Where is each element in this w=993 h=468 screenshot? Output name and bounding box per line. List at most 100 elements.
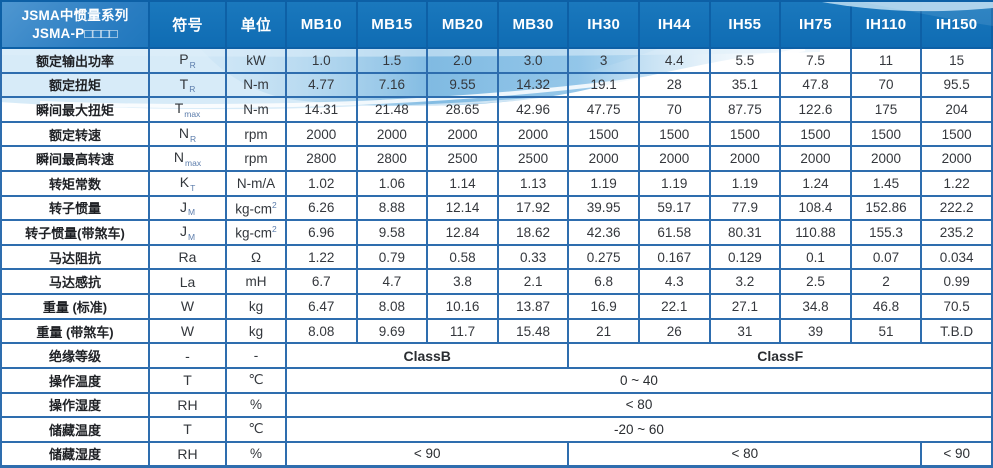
col-header-model-ih55: IH55 xyxy=(708,0,782,49)
table-row: 操作温度 T ℃ 0 ~ 40 xyxy=(0,366,993,394)
value-cell: 21 xyxy=(567,317,640,345)
value-cell: 31 xyxy=(708,317,782,345)
value-cell: 8.08 xyxy=(285,317,358,345)
unit-main: Ω xyxy=(250,249,262,265)
table-row: 储藏温度 T ℃ -20 ~ 60 xyxy=(0,416,993,443)
unit-main: - xyxy=(253,348,259,364)
unit-main: mH xyxy=(245,274,267,290)
value-cell: 51 xyxy=(849,317,923,345)
value-cell: 108.4 xyxy=(779,194,852,222)
symbol-main: - xyxy=(185,347,190,364)
value-cell: 70 xyxy=(849,71,923,99)
symbol-cell: T xyxy=(148,366,227,394)
value-cell: 6.26 xyxy=(285,194,358,222)
symbol-main: RH xyxy=(177,396,198,413)
value-cell: 21.48 xyxy=(355,96,429,123)
row-label: 马达阻抗 xyxy=(0,243,150,271)
symbol-main: P xyxy=(179,50,189,67)
value-cell: 27.1 xyxy=(708,293,782,320)
value-cell: 4.3 xyxy=(637,268,711,296)
row-label: 额定输出功率 xyxy=(0,47,150,74)
value-cell: 14.32 xyxy=(496,71,570,99)
value-cell: 0.07 xyxy=(849,243,923,271)
merged-value-cell: < 90 xyxy=(284,440,570,468)
merged-value-cell: ClassB xyxy=(284,342,570,369)
symbol-main: N xyxy=(173,149,185,166)
symbol-main: T xyxy=(183,421,192,438)
value-cell: 6.47 xyxy=(285,293,358,320)
merged-value-cell: < 80 xyxy=(567,440,923,468)
table-row: 马达阻抗 Ra Ω 1.22 0.79 0.58 0.33 0.275 0.167 0.129 0.… xyxy=(0,243,993,271)
value-cell: 0.1 xyxy=(779,243,852,271)
value-cell: 2.1 xyxy=(496,268,570,296)
row-label: 重量 (标准) xyxy=(0,293,150,320)
symbol-cell: W xyxy=(148,317,227,345)
value-cell: 39 xyxy=(779,317,852,345)
symbol-cell: Tmax xyxy=(148,96,227,123)
value-cell: 80.31 xyxy=(708,219,782,246)
symbol-main: T xyxy=(179,75,189,92)
value-cell: 2800 xyxy=(355,145,429,173)
value-cell: 2000 xyxy=(779,145,852,173)
value-cell: 47.75 xyxy=(567,96,640,123)
value-cell: 235.2 xyxy=(920,219,993,246)
value-cell: 8.88 xyxy=(355,194,429,222)
unit-main: rpm xyxy=(244,151,268,167)
value-cell: 15 xyxy=(920,47,993,74)
value-cell: 2000 xyxy=(496,120,570,148)
unit-cell: - xyxy=(225,342,287,369)
symbol-subscript: T xyxy=(190,182,196,193)
unit-cell: N-m/A xyxy=(225,170,287,197)
value-cell: 17.92 xyxy=(496,194,570,222)
unit-cell: rpm xyxy=(225,120,287,148)
value-cell: 1500 xyxy=(849,120,923,148)
value-cell: 9.55 xyxy=(426,71,499,99)
unit-cell: % xyxy=(225,391,287,419)
unit-main: N-m/A xyxy=(236,175,276,191)
value-cell: 3 xyxy=(567,47,640,74)
table-row: 绝缘等级 - - ClassB ClassF xyxy=(0,342,993,369)
value-cell: 6.7 xyxy=(285,268,358,296)
value-cell: 7.5 xyxy=(779,47,852,74)
symbol-cell: RH xyxy=(148,391,227,419)
value-cell: 2500 xyxy=(426,145,499,173)
unit-cell: kW xyxy=(225,47,287,74)
unit-cell: Ω xyxy=(225,243,287,271)
value-cell: 3.2 xyxy=(708,268,782,296)
value-cell: 14.31 xyxy=(285,96,358,123)
value-cell: 1.19 xyxy=(708,170,782,197)
value-cell: 87.75 xyxy=(708,96,782,123)
symbol-main: W xyxy=(180,323,195,339)
symbol-cell: T xyxy=(148,416,227,443)
symbol-main: K xyxy=(179,173,190,190)
value-cell: 155.3 xyxy=(849,219,923,246)
value-cell: 1.24 xyxy=(779,170,852,197)
value-cell: 204 xyxy=(920,96,993,123)
row-label: 转矩常数 xyxy=(0,170,150,197)
symbol-main: N xyxy=(178,124,189,141)
table-row: 操作湿度 RH% < 80 xyxy=(0,391,993,419)
value-cell: 42.96 xyxy=(496,96,570,123)
value-cell: 11 xyxy=(849,47,923,74)
symbol-main: J xyxy=(179,198,187,215)
col-header-model-ih44: IH44 xyxy=(637,0,711,49)
unit-superscript: 2 xyxy=(272,224,277,235)
value-cell: 1500 xyxy=(920,120,993,148)
value-cell: 0.275 xyxy=(567,243,640,271)
value-cell: 1500 xyxy=(637,120,711,148)
row-label: 额定扭矩 xyxy=(0,71,150,99)
table-row: 转矩常数 KT N-m/A 1.02 1.06 1.14 1.13 1.19 1.19 1.19 1… xyxy=(0,170,993,197)
row-label: 操作温度 xyxy=(0,366,150,394)
value-cell: 0.034 xyxy=(920,243,993,271)
symbol-subscript: M xyxy=(187,231,196,242)
col-header-model-ih150: IH150 xyxy=(920,0,993,49)
symbol-cell: JM xyxy=(148,219,227,246)
value-cell: 4.7 xyxy=(355,268,429,296)
value-cell: 2000 xyxy=(355,120,429,148)
symbol-cell: Ra xyxy=(148,243,227,271)
symbol-main: Ra xyxy=(178,249,197,266)
symbol-main: RH xyxy=(177,445,198,462)
value-cell: 5.5 xyxy=(708,47,782,74)
